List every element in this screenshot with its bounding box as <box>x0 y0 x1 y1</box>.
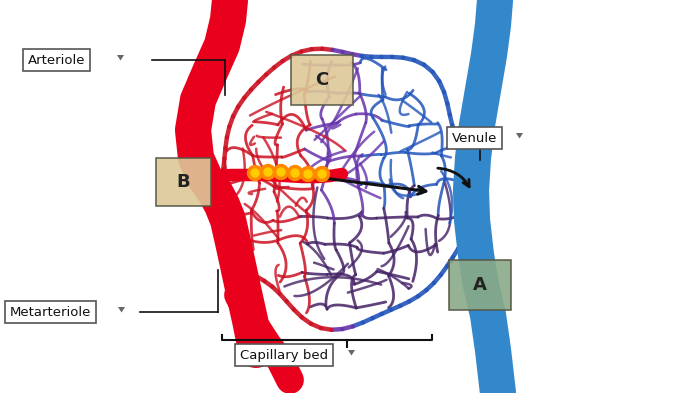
Polygon shape <box>117 55 124 61</box>
Text: A: A <box>473 276 487 294</box>
Circle shape <box>300 167 316 182</box>
Circle shape <box>251 169 259 177</box>
FancyBboxPatch shape <box>291 55 353 105</box>
Circle shape <box>218 0 242 16</box>
Circle shape <box>291 169 299 177</box>
Text: Capillary bed: Capillary bed <box>240 349 328 362</box>
Circle shape <box>483 0 507 16</box>
Circle shape <box>318 170 326 178</box>
FancyBboxPatch shape <box>155 158 211 206</box>
Polygon shape <box>516 133 523 138</box>
Text: Metarteriole: Metarteriole <box>10 305 92 318</box>
Circle shape <box>304 170 312 178</box>
Text: B: B <box>176 173 190 191</box>
Circle shape <box>264 168 272 176</box>
Text: Venule: Venule <box>452 132 498 145</box>
FancyBboxPatch shape <box>449 260 511 310</box>
Polygon shape <box>118 307 125 312</box>
Circle shape <box>274 165 288 180</box>
Circle shape <box>288 165 302 180</box>
Text: Arteriole: Arteriole <box>28 53 85 66</box>
Circle shape <box>260 165 276 180</box>
Text: C: C <box>316 71 328 89</box>
Circle shape <box>248 165 262 180</box>
Circle shape <box>314 167 330 182</box>
Polygon shape <box>348 350 355 356</box>
Circle shape <box>277 168 285 176</box>
